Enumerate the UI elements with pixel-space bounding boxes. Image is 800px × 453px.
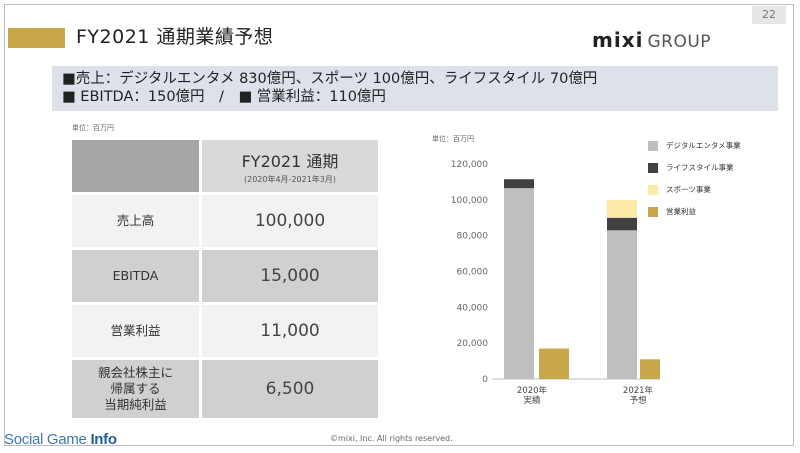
legend-swatch [648,184,658,195]
logo-mixi: mixi [592,28,644,52]
legend-label: スポーツ事業 [666,185,711,194]
header-period-cell: FY2021 通期 (2020年4月-2021年3月) [202,140,378,192]
logo-group: GROUP [647,32,712,52]
bar-segment [607,199,637,218]
table-header-row: FY2021 通期 (2020年4月-2021年3月) [72,140,378,192]
y-tick-label: 0 [482,375,488,385]
y-tick-label: 20,000 [457,339,489,349]
table-unit: 単位：百万円 [72,124,114,132]
y-tick-label: 60,000 [457,268,489,278]
y-tick-label: 40,000 [457,303,489,313]
legend-item: デジタルエンタメ事業 [648,140,788,151]
chart-svg: 0 20,000 40,000 60,000 80,000 100,000 120,000 2… [451,160,660,406]
title-accent-bar [8,28,65,48]
legend-label: ライフスタイル事業 [666,163,734,172]
summary-line-2: ■ EBITDA：150億円 / ■ 営業利益：110億円 [62,89,386,105]
legend-swatch [648,140,658,151]
legend-label: デジタルエンタメ事業 [666,141,741,150]
summary-box: ■売上：デジタルエンタメ 830億円、スポーツ 100億円、ライフスタイル 70… [52,66,778,111]
segment-chart: 0 20,000 40,000 60,000 80,000 100,000 120,000 2… [420,140,660,430]
bar-segment [504,188,534,379]
legend-item: 営業利益 [648,206,788,217]
table-row: 親会社株主に 帰属する 当期純利益 6,500 [72,360,378,418]
operating-income-bar [640,359,660,379]
y-tick-label: 80,000 [457,232,489,242]
legend-swatch [648,162,658,173]
row-value: 100,000 [202,195,378,247]
row-value: 6,500 [202,360,378,418]
header-blank-cell [72,140,199,192]
table-row: 営業利益 11,000 [72,305,378,357]
header-range: (2020年4月-2021年3月) [243,174,337,184]
summary-line-1: ■売上：デジタルエンタメ 830億円、スポーツ 100億円、ライフスタイル 70… [62,71,598,87]
legend-item: スポーツ事業 [648,184,788,195]
copyright: ©mixi, Inc. All rights reserved. [330,434,453,443]
x-tick-label: 予想 [629,395,647,406]
chart-legend: デジタルエンタメ事業 ライフスタイル事業 スポーツ事業 営業利益 [648,140,788,228]
header-period: FY2021 通期 [241,151,339,171]
watermark-prefix: Social Game [4,431,91,448]
row-label: 親会社株主に 帰属する 当期純利益 [72,360,199,418]
y-tick-label: 120,000 [451,160,488,170]
row-value: 15,000 [202,250,378,302]
y-tick-label: 100,000 [451,196,488,206]
table-row: 売上高 100,000 [72,195,378,247]
chart-unit: 単位：百万円 [432,135,474,143]
table-row: EBITDA 15,000 [72,250,378,302]
x-tick-label: 2021年 [623,385,654,396]
watermark-bold: Info [90,431,117,448]
page-number: 22 [752,6,786,24]
forecast-table: FY2021 通期 (2020年4月-2021年3月) 売上高 100,000 … [72,140,378,421]
watermark: Social Game Info [4,431,117,448]
page-title: FY2021 通期業績予想 [76,26,274,48]
bar-segment [607,217,637,231]
legend-swatch [648,206,658,217]
operating-income-bar [539,348,569,379]
row-value: 11,000 [202,305,378,357]
row-label: 売上高 [72,195,199,247]
legend-label: 営業利益 [666,207,696,216]
row-label: 営業利益 [72,305,199,357]
bar-segment [504,179,534,189]
bar-segment [607,230,637,379]
legend-item: ライフスタイル事業 [648,162,788,173]
row-label: EBITDA [72,250,199,302]
x-tick-label: 2020年 [517,385,548,396]
x-tick-label: 実績 [523,395,541,406]
mixi-group-logo: mixi GROUP [592,28,711,52]
